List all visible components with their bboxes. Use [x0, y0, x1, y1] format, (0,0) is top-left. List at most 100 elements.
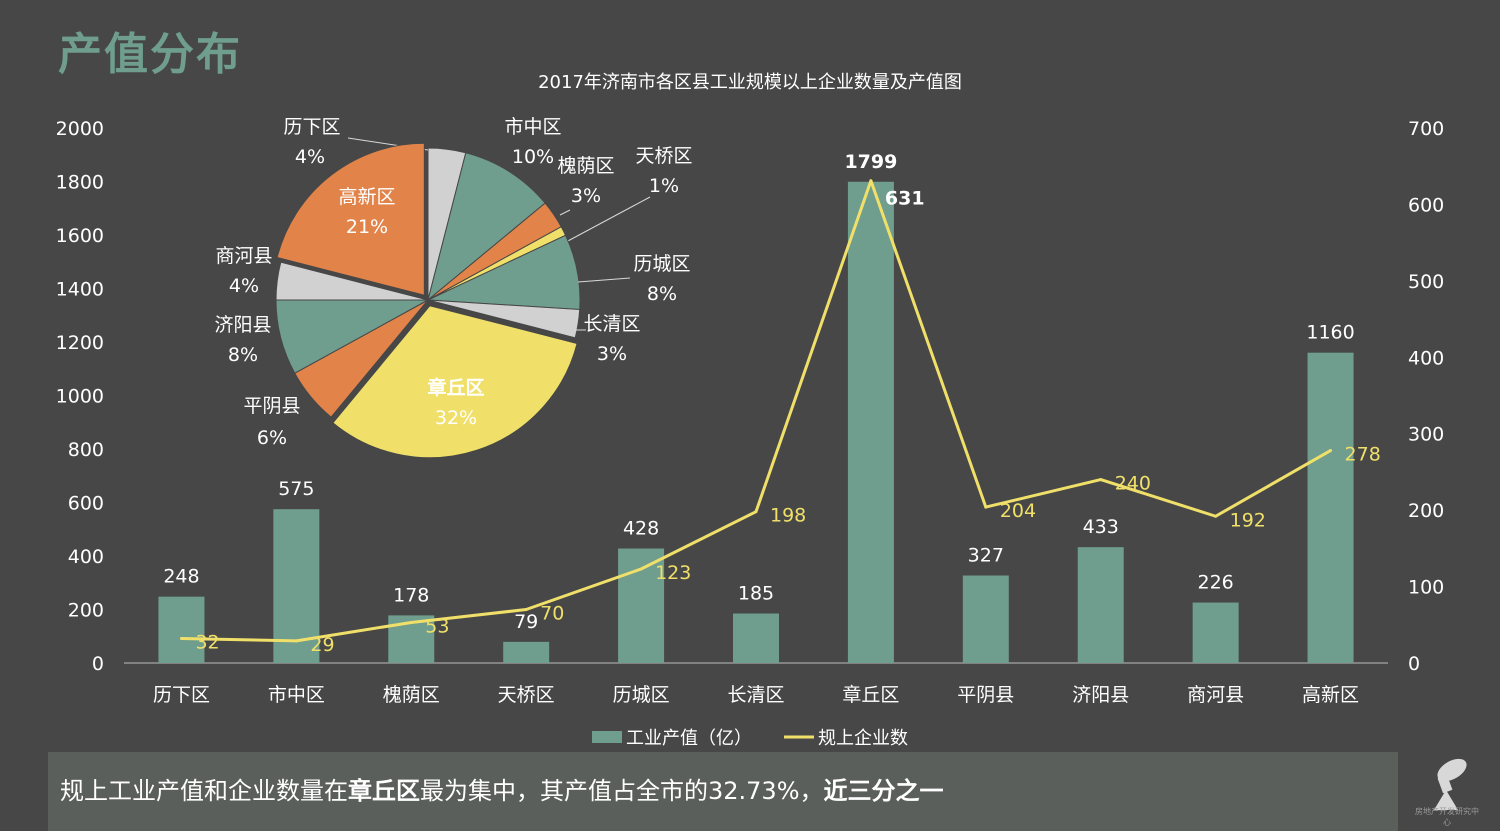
line-value-label: 240: [1115, 473, 1151, 495]
x-tick-label: 历下区: [153, 684, 210, 706]
pie-slice-percent: 6%: [257, 427, 287, 449]
y-right-tick-label: 100: [1408, 577, 1444, 599]
line-value-label: 278: [1345, 444, 1381, 466]
legend-swatch-bar: [592, 731, 622, 743]
line-value-label: 29: [310, 634, 334, 656]
line-value-label: 32: [195, 632, 219, 654]
line-point: [294, 639, 298, 643]
bar: [158, 596, 205, 663]
pie-leader-line: [565, 196, 651, 243]
pie-slice-label: 长清区: [583, 313, 640, 335]
line-value-label: 198: [770, 505, 806, 527]
bar-value-label: 79: [514, 611, 538, 633]
line-value-label: 70: [540, 603, 564, 625]
bar-value-label: 428: [623, 518, 659, 540]
caption-bold-2: 近三分之一: [823, 777, 944, 805]
y-left-tick-label: 1200: [56, 332, 104, 354]
y-right-tick-label: 0: [1408, 653, 1420, 675]
line-value-label: 53: [425, 615, 449, 637]
telescope-logo-icon: [1434, 758, 1467, 810]
y-right-tick-label: 200: [1408, 500, 1444, 522]
line-point: [984, 505, 988, 509]
y-left-tick-label: 1800: [56, 172, 104, 194]
pie-slice: [427, 299, 581, 339]
y-right-tick-label: 700: [1408, 118, 1444, 140]
pie-slice-label: 济阳县: [214, 314, 271, 336]
pie-slice-percent: 32%: [435, 407, 477, 429]
bar: [1307, 352, 1354, 663]
line-point: [1329, 449, 1333, 453]
x-tick-label: 市中区: [268, 684, 325, 706]
pie-slice-percent: 4%: [295, 146, 325, 168]
line-point: [1214, 514, 1218, 518]
bar: [1077, 547, 1124, 663]
bar-value-label: 248: [163, 566, 199, 588]
line-point: [409, 620, 413, 624]
line-value-label: 631: [885, 188, 925, 210]
pie-slice-label: 商河县: [215, 245, 272, 267]
pie-leader-line: [559, 209, 571, 216]
bar-value-label: 1799: [844, 151, 897, 173]
y-right-tick-label: 300: [1408, 424, 1444, 446]
pie-slice-percent: 1%: [649, 175, 679, 197]
x-tick-label: 章丘区: [842, 684, 899, 706]
x-tick-label: 商河县: [1187, 684, 1244, 706]
combo-chart: 0 200 400 600 800 1000 1200 1400 1600 1800 2000 0 10…: [56, 116, 1445, 749]
pie-slice-label: 高新区: [338, 186, 395, 208]
y-left-tick-label: 1600: [56, 225, 104, 247]
y-left-tick-label: 0: [92, 653, 104, 675]
pie-slice-percent: 4%: [229, 275, 259, 297]
y-left-tick-label: 1000: [56, 386, 104, 408]
pie-slice-label: 历下区: [283, 116, 340, 138]
line-value-label: 204: [1000, 500, 1036, 522]
line-point: [179, 637, 183, 641]
pie-slice-percent: 21%: [346, 216, 388, 238]
pie-slice: [275, 261, 429, 301]
x-tick-label: 历城区: [613, 684, 670, 706]
bar: [503, 641, 550, 663]
pie-slice: [332, 305, 578, 459]
bar-value-label: 178: [393, 584, 429, 606]
y-right-tick-label: 400: [1408, 347, 1444, 369]
bar: [847, 181, 894, 663]
line-point: [869, 179, 873, 183]
bar-value-label: 575: [278, 478, 314, 500]
line-value-label: 192: [1230, 509, 1266, 531]
caption-bar: 规上工业产值和企业数量在章丘区最为集中，其产值占全市的32.73%，近三分之一: [48, 752, 1398, 831]
bar-value-label: 327: [968, 545, 1004, 567]
pie-leader-line: [577, 277, 631, 283]
slide-title: 产值分布: [58, 29, 242, 80]
y-left-tick-label: 600: [68, 493, 104, 515]
line-point: [754, 510, 758, 514]
pie-slice-percent: 3%: [597, 343, 627, 365]
pie-slice-label: 天桥区: [635, 145, 692, 167]
pie-slice-label: 槐荫区: [557, 155, 614, 177]
bar-value-label: 226: [1198, 572, 1234, 594]
pie-slice-percent: 10%: [512, 146, 554, 168]
line-point: [524, 608, 528, 611]
pie-slice-label: 历城区: [633, 253, 690, 275]
pie-slice-label: 平阴县: [243, 395, 300, 417]
bar: [1192, 602, 1239, 663]
line-point: [639, 567, 643, 571]
pie-slice-label: 章丘区: [427, 376, 484, 399]
caption-text-1: 规上工业产值和企业数量在: [60, 777, 348, 805]
y-right-tick-label: 500: [1408, 271, 1444, 293]
x-tick-label: 济阳县: [1072, 684, 1129, 706]
y-left-tick-label: 400: [68, 546, 104, 568]
pie-slice-percent: 8%: [647, 283, 677, 305]
bar-value-label: 1160: [1306, 322, 1354, 344]
line-value-label: 123: [655, 562, 691, 584]
pie-slice: [276, 142, 425, 296]
y-left-tick-label: 200: [68, 600, 104, 622]
chart-title: 2017年济南市各区县工业规模以上企业数量及产值图: [538, 72, 962, 93]
pie-slice: [427, 152, 546, 302]
bar-value-label: 185: [738, 583, 774, 605]
x-tick-label: 槐荫区: [383, 684, 440, 706]
bar: [962, 575, 1009, 663]
x-tick-label: 高新区: [1302, 684, 1359, 706]
y-right-tick-label: 600: [1408, 194, 1444, 216]
line-point: [1099, 478, 1103, 482]
legend-label-line: 规上企业数: [818, 728, 908, 749]
y-left-tick-label: 800: [68, 439, 104, 461]
